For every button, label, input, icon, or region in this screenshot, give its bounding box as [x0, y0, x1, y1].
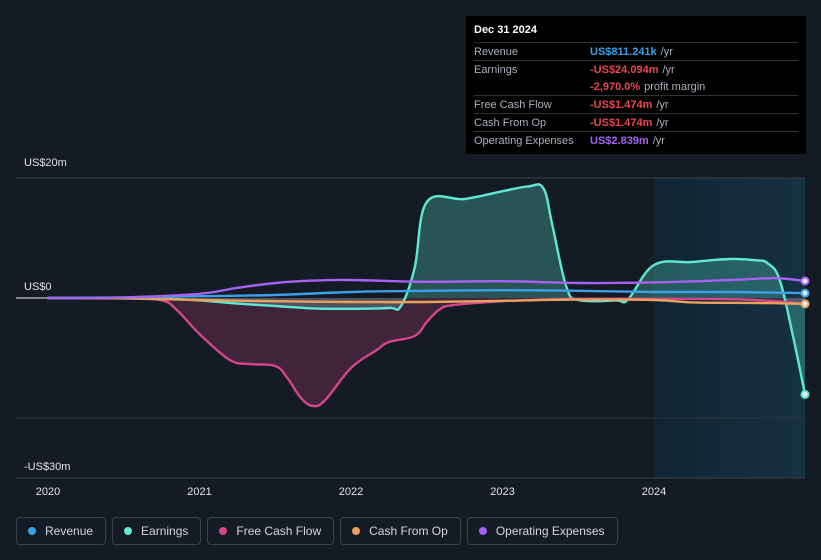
- tooltip-label: Free Cash Flow: [474, 98, 552, 111]
- legend-label: Revenue: [45, 524, 94, 538]
- tooltip-label: Revenue: [474, 45, 519, 58]
- tooltip-row-profit-margin: -2,970.0% profit margin: [474, 78, 798, 95]
- y-tick-label: -US$30m: [24, 461, 70, 473]
- tooltip-row-operating-expenses: Operating Expenses US$2.839m /yr: [474, 131, 798, 149]
- tooltip-label: Cash From Op: [474, 116, 547, 129]
- x-tick-label: 2023: [490, 486, 514, 498]
- tooltip-row-revenue: Revenue US$811.241k /yr: [474, 42, 798, 60]
- y-axis-ticks: US$20m US$0 -US$30m: [24, 157, 70, 473]
- tooltip-date: Dec 31 2024: [474, 24, 537, 36]
- y-tick-label: US$0: [24, 281, 52, 293]
- legend-item-free-cash-flow[interactable]: Free Cash Flow: [207, 517, 335, 545]
- tooltip-row-earnings: Earnings -US$24.094m /yr: [474, 60, 798, 78]
- hover-tooltip: Dec 31 2024 Revenue US$811.241k /yr Earn…: [466, 16, 806, 154]
- legend-label: Earnings: [141, 524, 189, 538]
- series-line-revenue: [46, 289, 808, 300]
- legend-dot-icon: [352, 527, 361, 535]
- area-fills: [48, 184, 805, 407]
- end-marker-revenue: [800, 288, 810, 298]
- tooltip-unit: /yr: [652, 134, 665, 147]
- legend-label: Free Cash Flow: [236, 524, 322, 538]
- tooltip-label: Operating Expenses: [474, 134, 574, 147]
- legend-label: Operating Expenses: [495, 524, 605, 538]
- x-axis-ticks: 2020 2021 2022 2023 2024: [36, 486, 666, 498]
- tooltip-row-cash-from-op: Cash From Op -US$1.474m /yr: [474, 113, 798, 131]
- tooltip-label: Earnings: [474, 63, 518, 76]
- end-marker-earnings: [800, 389, 810, 399]
- x-tick-label: 2021: [187, 486, 211, 498]
- tooltip-unit: profit margin: [644, 80, 706, 93]
- series-line-earnings: [46, 183, 807, 396]
- area-fill-earnings: [48, 184, 805, 395]
- end-marker-cash-from-op: [800, 299, 810, 309]
- legend-dot-icon: [28, 527, 36, 535]
- legend-item-earnings[interactable]: Earnings: [112, 517, 202, 545]
- tooltip-value: -US$24.094m: [590, 63, 659, 76]
- tooltip-unit: /yr: [656, 116, 669, 129]
- tooltip-unit: /yr: [656, 98, 669, 111]
- legend-dot-icon: [478, 527, 487, 535]
- y-tick-label: US$20m: [24, 157, 67, 169]
- legend-label: Cash From Op: [369, 524, 448, 538]
- series-line-cash-from-op: [46, 296, 807, 306]
- x-tick-label: 2024: [642, 486, 666, 498]
- gridlines: [16, 177, 805, 479]
- series-lines: [46, 183, 808, 408]
- end-markers: [800, 276, 810, 399]
- end-marker-operating-expenses: [800, 276, 810, 286]
- legend-dot-icon: [219, 527, 228, 535]
- tooltip-value: US$811.241k: [590, 45, 657, 58]
- tooltip-value: -US$1.474m: [590, 98, 653, 111]
- legend-item-operating-expenses[interactable]: Operating Expenses: [466, 517, 618, 545]
- x-tick-label: 2022: [339, 486, 363, 498]
- area-fill-free-cash-flow: [48, 298, 805, 407]
- forecast-shading: [654, 178, 805, 478]
- legend-dot-icon: [124, 527, 133, 535]
- tooltip-value: US$2.839m: [590, 134, 649, 147]
- chart-legend: Revenue Earnings Free Cash Flow Cash Fro…: [16, 517, 618, 545]
- tooltip-value: -2,970.0%: [590, 80, 641, 93]
- legend-item-revenue[interactable]: Revenue: [16, 517, 107, 545]
- tooltip-value: -US$1.474m: [590, 116, 653, 129]
- x-tick-label: 2020: [36, 486, 60, 498]
- tooltip-unit: /yr: [660, 45, 673, 58]
- tooltip-row-free-cash-flow: Free Cash Flow -US$1.474m /yr: [474, 95, 798, 113]
- tooltip-unit: /yr: [662, 63, 675, 76]
- series-line-operating-expenses: [46, 276, 807, 300]
- legend-item-cash-from-op[interactable]: Cash From Op: [340, 517, 461, 545]
